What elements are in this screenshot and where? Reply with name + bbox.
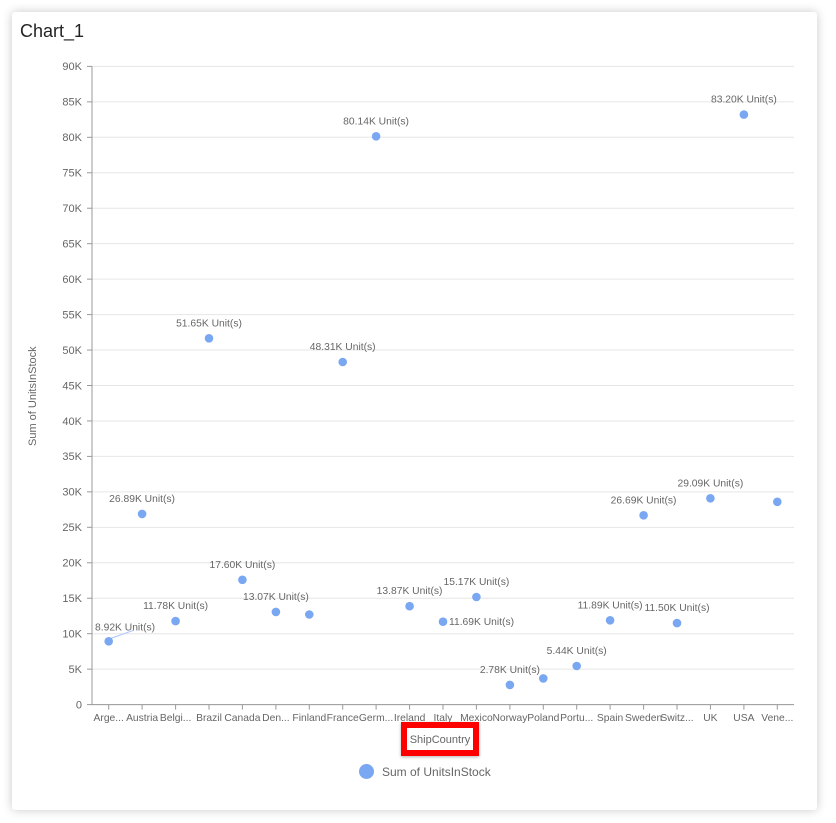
svg-text:Vene...: Vene... bbox=[761, 713, 793, 724]
svg-text:90K: 90K bbox=[62, 61, 82, 73]
svg-text:40K: 40K bbox=[62, 416, 82, 428]
svg-text:20K: 20K bbox=[62, 558, 82, 570]
svg-text:30K: 30K bbox=[62, 487, 82, 499]
svg-text:11.50K Unit(s): 11.50K Unit(s) bbox=[644, 603, 709, 614]
svg-text:35K: 35K bbox=[62, 451, 82, 463]
svg-text:50K: 50K bbox=[62, 345, 82, 357]
svg-text:70K: 70K bbox=[62, 203, 82, 215]
svg-text:85K: 85K bbox=[62, 97, 82, 109]
svg-text:26.69K Unit(s): 26.69K Unit(s) bbox=[611, 495, 677, 506]
svg-text:48.31K Unit(s): 48.31K Unit(s) bbox=[310, 342, 376, 353]
svg-text:15.17K Unit(s): 15.17K Unit(s) bbox=[443, 577, 509, 588]
svg-text:15K: 15K bbox=[62, 593, 82, 605]
svg-text:Portu...: Portu... bbox=[560, 713, 593, 724]
svg-text:29.09K Unit(s): 29.09K Unit(s) bbox=[677, 478, 743, 489]
svg-text:80.14K Unit(s): 80.14K Unit(s) bbox=[343, 116, 409, 127]
svg-text:Belgi...: Belgi... bbox=[160, 713, 191, 724]
svg-text:11.69K Unit(s): 11.69K Unit(s) bbox=[449, 617, 514, 628]
svg-text:5K: 5K bbox=[69, 664, 83, 676]
svg-text:55K: 55K bbox=[62, 309, 82, 321]
svg-text:Canada: Canada bbox=[224, 713, 260, 724]
svg-text:Spain: Spain bbox=[597, 713, 624, 724]
svg-text:5.44K Unit(s): 5.44K Unit(s) bbox=[547, 646, 607, 657]
svg-text:Norway: Norway bbox=[492, 713, 528, 724]
svg-text:USA: USA bbox=[733, 713, 754, 724]
svg-text:8.92K Unit(s): 8.92K Unit(s) bbox=[95, 623, 155, 634]
svg-text:45K: 45K bbox=[62, 380, 82, 392]
svg-text:75K: 75K bbox=[62, 168, 82, 180]
svg-text:11.89K Unit(s): 11.89K Unit(s) bbox=[578, 600, 643, 611]
svg-text:Finland: Finland bbox=[292, 713, 326, 724]
svg-text:Brazil: Brazil bbox=[196, 713, 222, 724]
svg-text:13.07K Unit(s): 13.07K Unit(s) bbox=[243, 592, 309, 603]
svg-text:Switz...: Switz... bbox=[660, 713, 693, 724]
svg-text:51.65K Unit(s): 51.65K Unit(s) bbox=[176, 318, 242, 329]
svg-text:Germ...: Germ... bbox=[359, 713, 393, 724]
svg-text:11.78K Unit(s): 11.78K Unit(s) bbox=[143, 601, 208, 612]
svg-text:80K: 80K bbox=[62, 132, 82, 144]
svg-text:10K: 10K bbox=[62, 629, 82, 641]
svg-text:Den...: Den... bbox=[262, 713, 289, 724]
svg-text:2.78K Unit(s): 2.78K Unit(s) bbox=[480, 665, 540, 676]
svg-text:Austria: Austria bbox=[126, 713, 158, 724]
svg-text:26.89K Unit(s): 26.89K Unit(s) bbox=[109, 494, 175, 505]
svg-text:65K: 65K bbox=[62, 239, 82, 251]
svg-text:0: 0 bbox=[76, 699, 82, 711]
svg-text:Arge...: Arge... bbox=[94, 713, 124, 724]
svg-text:17.60K Unit(s): 17.60K Unit(s) bbox=[209, 560, 275, 571]
svg-text:France: France bbox=[327, 713, 359, 724]
svg-text:Poland: Poland bbox=[527, 713, 559, 724]
svg-text:Sweden: Sweden bbox=[625, 713, 662, 724]
svg-text:83.20K Unit(s): 83.20K Unit(s) bbox=[711, 95, 777, 106]
svg-text:UK: UK bbox=[703, 713, 717, 724]
svg-text:13.87K Unit(s): 13.87K Unit(s) bbox=[377, 586, 443, 597]
svg-text:25K: 25K bbox=[62, 522, 82, 534]
svg-text:60K: 60K bbox=[62, 274, 82, 286]
